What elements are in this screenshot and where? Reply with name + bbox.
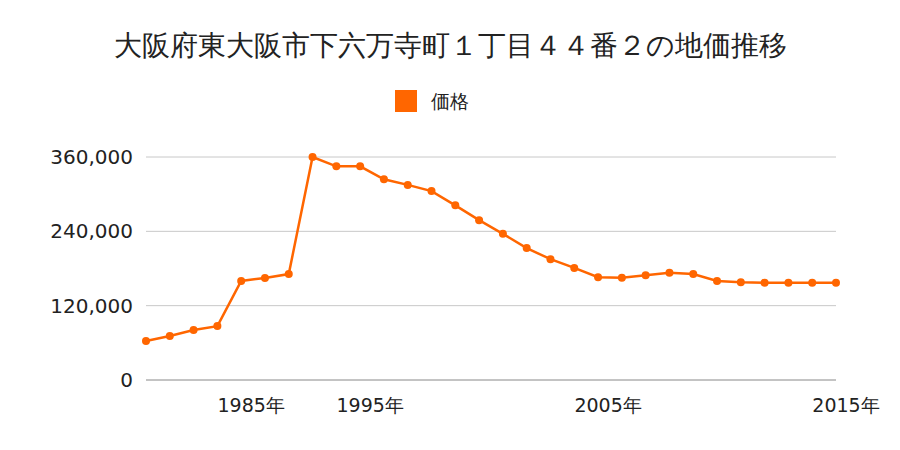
point [689,270,697,278]
grid-line [146,231,836,232]
point [570,264,578,272]
grid-line [146,305,836,306]
chart: 大阪府東大阪市下六万寺町１丁目４４番２の地価推移 0 120,000 240,000 3… [0,0,900,450]
point [332,162,340,170]
point [428,187,436,195]
title: 大阪府東大阪市下六万寺町１丁目４４番２の地価推移 [114,29,787,62]
point [737,278,745,286]
point [309,153,317,161]
point [475,216,483,224]
point [451,201,459,209]
point [261,274,269,282]
y-tick-label: 0 [120,368,133,392]
point [166,332,174,340]
x-tick-label: 1995年 [336,394,403,416]
point [142,337,150,345]
point [190,326,198,334]
point [713,277,721,285]
grid-line [146,380,836,381]
point [594,273,602,281]
point [665,269,673,277]
plot-area [142,153,840,345]
point [546,255,554,263]
point [808,279,816,287]
point [618,274,626,282]
point [404,181,412,189]
legend-label: 価格 [431,90,469,112]
point [356,162,364,170]
series-line [146,157,836,341]
y-tick-label: 360,000 [50,145,133,169]
point [761,279,769,287]
point [285,270,293,278]
grid-line [146,157,836,158]
legend-swatch [395,90,417,112]
x-tick-label: 2015年 [812,394,879,416]
y-tick-label: 120,000 [50,294,133,318]
point [784,279,792,287]
point [642,271,650,279]
point [213,322,221,330]
y-tick-label: 240,000 [50,219,133,243]
x-tick-label: 2005年 [574,394,641,416]
x-tick-label: 1985年 [217,394,284,416]
point [237,277,245,285]
point [523,244,531,252]
point [380,175,388,183]
point [499,230,507,238]
point [832,279,840,287]
